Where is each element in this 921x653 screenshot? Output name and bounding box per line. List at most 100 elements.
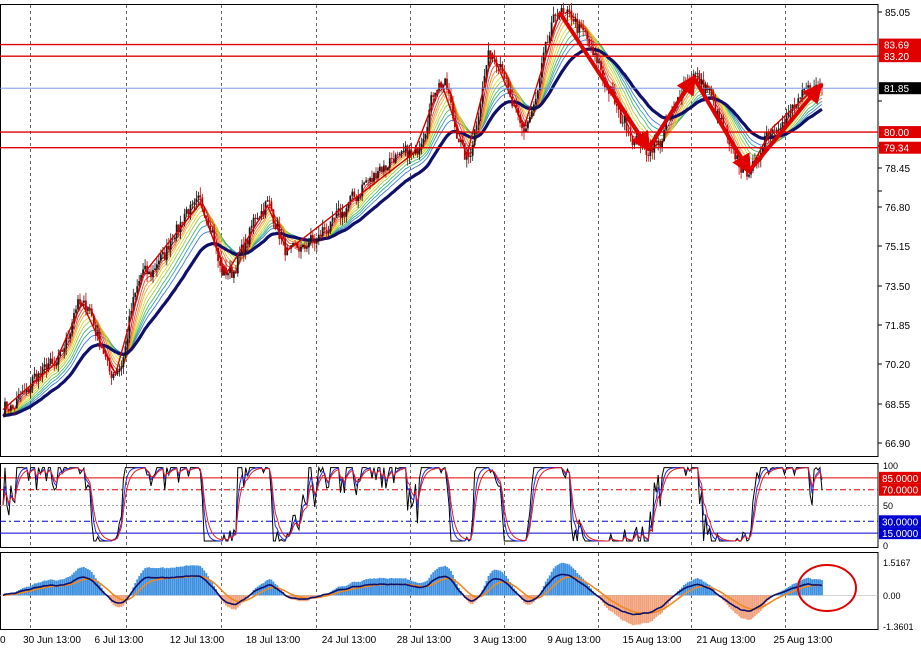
candle-body (10, 405, 12, 410)
candle-body (657, 141, 659, 143)
macd-bar (140, 573, 142, 595)
macd-bar (571, 566, 573, 595)
macd-bar (172, 568, 174, 596)
candle-body (125, 346, 127, 357)
price-tick-label: 75.15 (885, 242, 910, 253)
candle-body (269, 200, 271, 201)
macd-bar (413, 582, 415, 596)
macd-bar (205, 573, 207, 595)
candle-body (190, 205, 192, 215)
macd-bar (693, 580, 695, 596)
oscillator-level-label: 30.0000 (882, 517, 919, 528)
macd-bar (65, 578, 67, 596)
macd-bar (444, 566, 446, 595)
oscillator-level-label: 15.0000 (882, 529, 919, 540)
candle-body (40, 373, 42, 375)
macd-bar (756, 595, 758, 614)
candle-body (821, 84, 823, 88)
candle-body (444, 79, 446, 85)
candle-body (63, 348, 65, 352)
candle-body (346, 208, 348, 217)
macd-bar (750, 595, 752, 619)
price-tick-label: 73.50 (885, 282, 910, 293)
macd-bar (565, 563, 567, 595)
macd-bar (146, 568, 148, 596)
candle-body (316, 239, 318, 243)
candle-body (383, 165, 385, 171)
candle-body (211, 230, 213, 232)
macd-bar (612, 595, 614, 612)
macd-bar (819, 579, 821, 595)
macd-bar (651, 595, 653, 621)
candle-body (531, 111, 533, 117)
candle-body (330, 221, 332, 231)
candle-body (424, 134, 426, 139)
candle-body (233, 271, 235, 278)
macd-bar (67, 577, 69, 595)
macd-bar (687, 582, 689, 595)
candle-body (144, 266, 146, 270)
candle-body (776, 130, 778, 131)
macd-bar (379, 578, 381, 596)
macd-bar (446, 567, 448, 595)
x-axis-label: 25 Aug 13:00 (774, 635, 833, 646)
macd-bar (657, 595, 659, 615)
macd-bar (505, 576, 507, 595)
candle-body (168, 246, 170, 250)
candle-body (44, 364, 46, 367)
macd-bar (186, 565, 188, 595)
candle-body (300, 247, 302, 252)
macd-bar (174, 568, 176, 596)
macd-bar (407, 580, 409, 596)
candle-body (553, 15, 555, 23)
candle-body (397, 155, 399, 156)
x-axis-label: 28 Jul 13:00 (397, 635, 452, 646)
macd-bar (642, 595, 644, 623)
candle-body (267, 200, 269, 201)
macd-bar (273, 582, 275, 596)
candle-body (14, 408, 16, 409)
candle-body (630, 134, 632, 136)
macd-bar (81, 567, 83, 595)
macd-bar (209, 580, 211, 596)
candle-body (113, 374, 115, 378)
macd-bar (274, 584, 276, 595)
macd-bar (93, 575, 95, 596)
candle-body (401, 151, 403, 153)
candle-body (815, 85, 817, 87)
candle-body (472, 145, 474, 156)
macd-bar (553, 568, 555, 595)
macd-bar (91, 572, 93, 595)
candle-body (572, 19, 574, 22)
macd-bar (196, 565, 198, 595)
macd-bar (644, 595, 646, 623)
candle-body (353, 192, 355, 198)
candle-body (695, 73, 697, 74)
candle-body (770, 133, 772, 136)
macd-bar (63, 579, 65, 595)
oscillator-tick-label: 50 (883, 501, 893, 511)
x-axis-label: 30 Jun 13:00 (23, 635, 81, 646)
macd-bar (178, 567, 180, 595)
macd-bar (403, 579, 405, 596)
candle-body (199, 196, 201, 198)
candle-body (51, 359, 53, 364)
candle-body (661, 141, 663, 148)
macd-bar (231, 595, 233, 609)
candle-body (55, 365, 57, 366)
macd-bar (730, 595, 732, 609)
candle-body (419, 148, 421, 155)
macd-bar (551, 572, 553, 595)
macd-bar (638, 595, 640, 624)
candle-body (432, 95, 434, 97)
price-tick-label: 68.55 (885, 400, 910, 411)
macd-bar (201, 568, 203, 595)
candle-body (709, 89, 711, 91)
candle-body (450, 94, 452, 103)
macd-bar (689, 582, 691, 596)
candle-body (326, 230, 328, 233)
candle-body (152, 270, 154, 277)
macd-bar (649, 595, 651, 622)
candle-body (198, 196, 200, 199)
x-axis-label: 15 Aug 13:00 (623, 635, 682, 646)
